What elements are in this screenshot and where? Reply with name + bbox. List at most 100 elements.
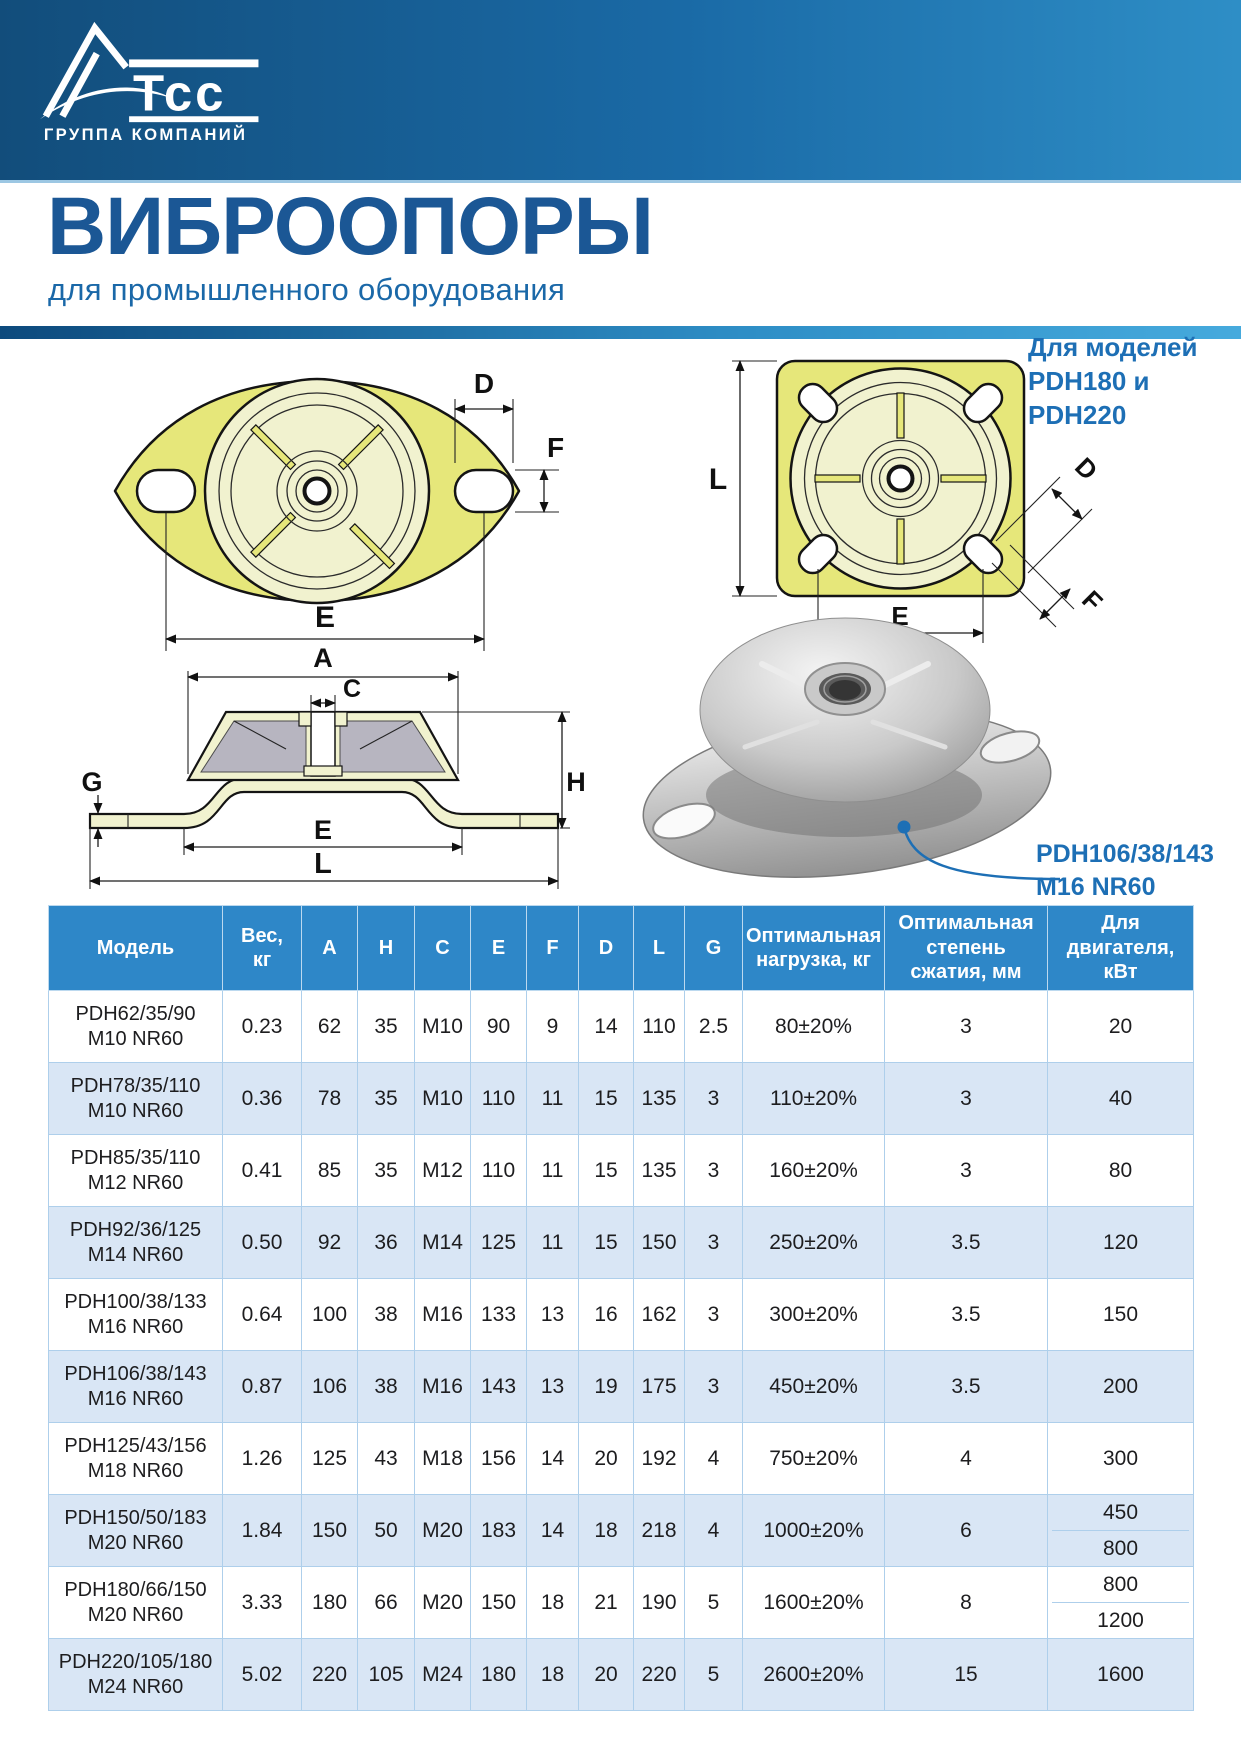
cross-section-drawing: A C H G E L	[81, 643, 586, 889]
value-cell: 38	[357, 1278, 415, 1351]
power-cell: 1600	[1047, 1638, 1194, 1711]
value-cell: 18	[578, 1494, 634, 1567]
value-cell: 150	[301, 1494, 358, 1567]
mount-hole-right	[453, 468, 515, 514]
power-sub-value: 1200	[1052, 1602, 1189, 1638]
drawings-section: D F E	[0, 332, 1241, 905]
value-cell: 218	[633, 1494, 685, 1567]
value-cell: 190	[633, 1566, 685, 1639]
value-cell: 11	[526, 1206, 579, 1279]
value-cell: 11	[526, 1134, 579, 1207]
value-cell: M20	[414, 1494, 471, 1567]
value-cell: 1.26	[222, 1422, 302, 1495]
value-cell: M20	[414, 1566, 471, 1639]
dim-label-f: F	[547, 432, 564, 463]
value-cell: 3.33	[222, 1566, 302, 1639]
value-cell: 125	[470, 1206, 527, 1279]
value-cell: 20	[578, 1422, 634, 1495]
dim-label-e3: E	[314, 815, 332, 845]
mount-hole-left	[135, 468, 197, 514]
value-cell: 3	[684, 1350, 743, 1423]
value-cell: 0.23	[222, 990, 302, 1063]
value-cell: 15	[578, 1062, 634, 1135]
dim-label-c: C	[343, 675, 361, 703]
column-header-12: Для двигателя, кВт	[1047, 905, 1194, 991]
value-cell: 4	[684, 1422, 743, 1495]
power-sub-value: 800	[1052, 1530, 1189, 1566]
value-cell: 15	[578, 1134, 634, 1207]
dim-label-l2: L	[314, 848, 332, 880]
value-cell: 13	[526, 1278, 579, 1351]
table-row: PDH150/50/183 M20 NR60 1.84 150 50 M20 183 14 1…	[48, 1494, 1194, 1567]
model-cell: PDH100/38/133 M16 NR60	[48, 1278, 223, 1351]
divider-bar	[0, 326, 1241, 339]
value-cell: 14	[578, 990, 634, 1063]
photo-hole-left	[652, 802, 716, 840]
column-header-8: L	[633, 905, 685, 991]
value-cell: 36	[357, 1206, 415, 1279]
table-row: PDH78/35/110 M10 NR60 0.36 78 35 M10 110 11 15 1…	[48, 1062, 1194, 1135]
value-cell: 2600±20%	[742, 1638, 885, 1711]
value-cell: 133	[470, 1278, 527, 1351]
value-cell: 18	[526, 1638, 579, 1711]
column-header-5: E	[470, 905, 527, 991]
model-cell: PDH78/35/110 M10 NR60	[48, 1062, 223, 1135]
value-cell: M18	[414, 1422, 471, 1495]
value-cell: 3.5	[884, 1278, 1048, 1351]
value-cell: 110	[470, 1134, 527, 1207]
value-cell: M12	[414, 1134, 471, 1207]
value-cell: 750±20%	[742, 1422, 885, 1495]
value-cell: 3.5	[884, 1206, 1048, 1279]
value-cell: M10	[414, 990, 471, 1063]
value-cell: 180	[470, 1638, 527, 1711]
value-cell: 5	[684, 1566, 743, 1639]
value-cell: 180	[301, 1566, 358, 1639]
value-cell: M10	[414, 1062, 471, 1135]
page-title: ВИБРООПОРЫ	[47, 181, 654, 272]
callout-leader-line	[902, 826, 1061, 881]
value-cell: 160±20%	[742, 1134, 885, 1207]
table-row: PDH85/35/110 M12 NR60 0.41 85 35 M12 110 11 15 1…	[48, 1134, 1194, 1207]
value-cell: 3	[884, 1062, 1048, 1135]
value-cell: 50	[357, 1494, 415, 1567]
value-cell: 143	[470, 1350, 527, 1423]
value-cell: 135	[633, 1062, 685, 1135]
value-cell: 14	[526, 1422, 579, 1495]
model-cell: PDH180/66/150 M20 NR60	[48, 1566, 223, 1639]
product-photo	[642, 617, 1061, 881]
value-cell: M16	[414, 1278, 471, 1351]
value-cell: 3	[684, 1134, 743, 1207]
value-cell: 0.50	[222, 1206, 302, 1279]
table-row: PDH125/43/156 M18 NR60 1.26 125 43 M18 156 14 2…	[48, 1422, 1194, 1495]
value-cell: 18	[526, 1566, 579, 1639]
value-cell: 6	[884, 1494, 1048, 1567]
model-cell: PDH92/36/125 M14 NR60	[48, 1206, 223, 1279]
column-header-1: Вес, кг	[222, 905, 302, 991]
value-cell: 90	[470, 990, 527, 1063]
dim-label-l: L	[709, 463, 727, 496]
value-cell: 220	[301, 1638, 358, 1711]
table-row: PDH220/105/180 M24 NR60 5.02 220 105 M24 180 1…	[48, 1638, 1194, 1711]
value-cell: 9	[526, 990, 579, 1063]
square-models-note: Для моделей PDH180 и PDH220	[1028, 332, 1198, 430]
value-cell: 0.64	[222, 1278, 302, 1351]
column-header-9: G	[684, 905, 743, 991]
value-cell: 21	[578, 1566, 634, 1639]
power-cell: 800 1200	[1047, 1566, 1194, 1639]
value-cell: 0.41	[222, 1134, 302, 1207]
table-row: PDH180/66/150 M20 NR60 3.33 180 66 M20 150 18 2…	[48, 1566, 1194, 1639]
power-cell: 40	[1047, 1062, 1194, 1135]
value-cell: 4	[684, 1494, 743, 1567]
value-cell: 3	[884, 990, 1048, 1063]
header-banner: Тсс ГРУППА КОМПАНИЙ	[0, 0, 1241, 183]
value-cell: 3	[684, 1206, 743, 1279]
value-cell: 62	[301, 990, 358, 1063]
value-cell: 35	[357, 990, 415, 1063]
value-cell: 15	[884, 1638, 1048, 1711]
value-cell: 135	[633, 1134, 685, 1207]
column-header-7: D	[578, 905, 634, 991]
dim-label-d: D	[474, 368, 494, 399]
power-cell: 450 800	[1047, 1494, 1194, 1567]
value-cell: 110	[470, 1062, 527, 1135]
column-header-3: H	[357, 905, 415, 991]
